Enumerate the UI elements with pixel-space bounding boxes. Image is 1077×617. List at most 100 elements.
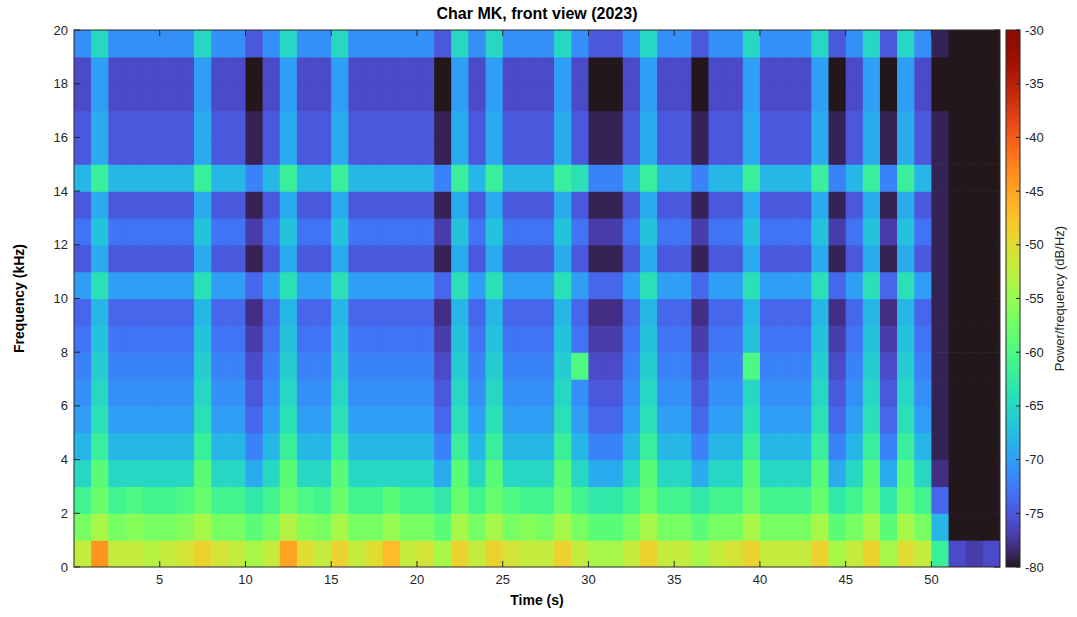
heatmap-cell: [468, 352, 486, 379]
heatmap-cell: [503, 433, 521, 460]
heatmap-cell: [708, 352, 726, 379]
heatmap-cell: [794, 379, 812, 406]
heatmap-cell: [331, 352, 349, 379]
heatmap-cell: [846, 245, 864, 272]
heatmap-cell: [211, 137, 229, 164]
heatmap-cell: [571, 513, 589, 540]
heatmap-cell: [434, 513, 452, 540]
heatmap-cell: [623, 191, 641, 218]
heatmap-cell: [743, 30, 761, 57]
heatmap-cell: [383, 245, 401, 272]
heatmap-cell: [743, 272, 761, 299]
heatmap-cell: [794, 352, 812, 379]
heatmap-cell: [434, 379, 452, 406]
heatmap-cell: [503, 513, 521, 540]
heatmap-cell: [760, 325, 778, 352]
heatmap-cell: [314, 191, 332, 218]
heatmap-cell: [486, 486, 504, 513]
heatmap-cell: [297, 57, 315, 84]
heatmap-cell: [177, 245, 195, 272]
heatmap-cell: [537, 486, 555, 513]
heatmap-cell: [177, 191, 195, 218]
heatmap-cell: [280, 406, 298, 433]
heatmap-cell: [897, 325, 915, 352]
heatmap-cell: [811, 486, 829, 513]
heatmap-cell: [537, 460, 555, 487]
heatmap-cell: [143, 218, 161, 245]
colorbar-tick: [1016, 459, 1020, 460]
heatmap-cell: [811, 406, 829, 433]
heatmap-cell: [314, 30, 332, 57]
heatmap-cell: [468, 218, 486, 245]
heatmap-cell: [640, 352, 658, 379]
y-tick: [994, 191, 1000, 192]
heatmap-cell: [829, 272, 847, 299]
heatmap-cell: [777, 352, 795, 379]
heatmap-cell: [400, 325, 418, 352]
heatmap-cell: [811, 30, 829, 57]
heatmap-cell: [263, 379, 281, 406]
heatmap-cell: [108, 460, 126, 487]
heatmap-cell: [177, 218, 195, 245]
heatmap-cell: [314, 137, 332, 164]
heatmap-cell: [108, 164, 126, 191]
heatmap-cell: [331, 30, 349, 57]
heatmap-cell: [863, 540, 881, 567]
heatmap-cell: [280, 433, 298, 460]
heatmap-cell: [366, 164, 384, 191]
heatmap-cell: [966, 299, 984, 326]
heatmap-cell: [74, 406, 92, 433]
heatmap-cell: [245, 164, 263, 191]
heatmap-cell: [263, 352, 281, 379]
heatmap-cell: [108, 513, 126, 540]
heatmap-cell: [811, 352, 829, 379]
heatmap-cell: [91, 325, 109, 352]
heatmap-cell: [486, 111, 504, 138]
heatmap-cell: [794, 325, 812, 352]
heatmap-cell: [931, 164, 949, 191]
heatmap-cell: [606, 433, 624, 460]
heatmap-cell: [211, 84, 229, 111]
heatmap-cell: [297, 406, 315, 433]
heatmap-cell: [125, 164, 143, 191]
y-tick-label: 16: [54, 130, 68, 145]
heatmap-cell: [91, 30, 109, 57]
heatmap-cell: [897, 137, 915, 164]
heatmap-cell: [554, 513, 572, 540]
heatmap-cell: [914, 540, 932, 567]
heatmap-cell: [280, 513, 298, 540]
heatmap-cell: [554, 84, 572, 111]
heatmap-cell: [794, 406, 812, 433]
x-tick: [759, 561, 760, 567]
heatmap-cell: [726, 486, 744, 513]
heatmap-cell: [211, 352, 229, 379]
heatmap-cell: [640, 272, 658, 299]
x-tick: [845, 30, 846, 36]
heatmap-cell: [949, 540, 967, 567]
heatmap-cell: [846, 352, 864, 379]
heatmap-cell: [880, 379, 898, 406]
heatmap-cell: [726, 164, 744, 191]
heatmap-cell: [726, 191, 744, 218]
heatmap-cell: [366, 379, 384, 406]
heatmap-cell: [537, 272, 555, 299]
heatmap-cell: [914, 245, 932, 272]
heatmap-cell: [588, 486, 606, 513]
heatmap-cell: [794, 191, 812, 218]
heatmap-cell: [846, 433, 864, 460]
heatmap-cell: [74, 30, 92, 57]
heatmap-cell: [74, 191, 92, 218]
heatmap-cell: [708, 325, 726, 352]
heatmap-cell: [211, 245, 229, 272]
heatmap-cell: [588, 299, 606, 326]
heatmap-cell: [314, 84, 332, 111]
heatmap-cell: [794, 460, 812, 487]
heatmap-cell: [571, 137, 589, 164]
heatmap-cell: [211, 379, 229, 406]
heatmap-cell: [177, 84, 195, 111]
heatmap-cell: [228, 30, 246, 57]
heatmap-cell: [263, 540, 281, 567]
x-tick: [931, 561, 932, 567]
heatmap-cell: [674, 433, 692, 460]
heatmap-cell: [245, 513, 263, 540]
